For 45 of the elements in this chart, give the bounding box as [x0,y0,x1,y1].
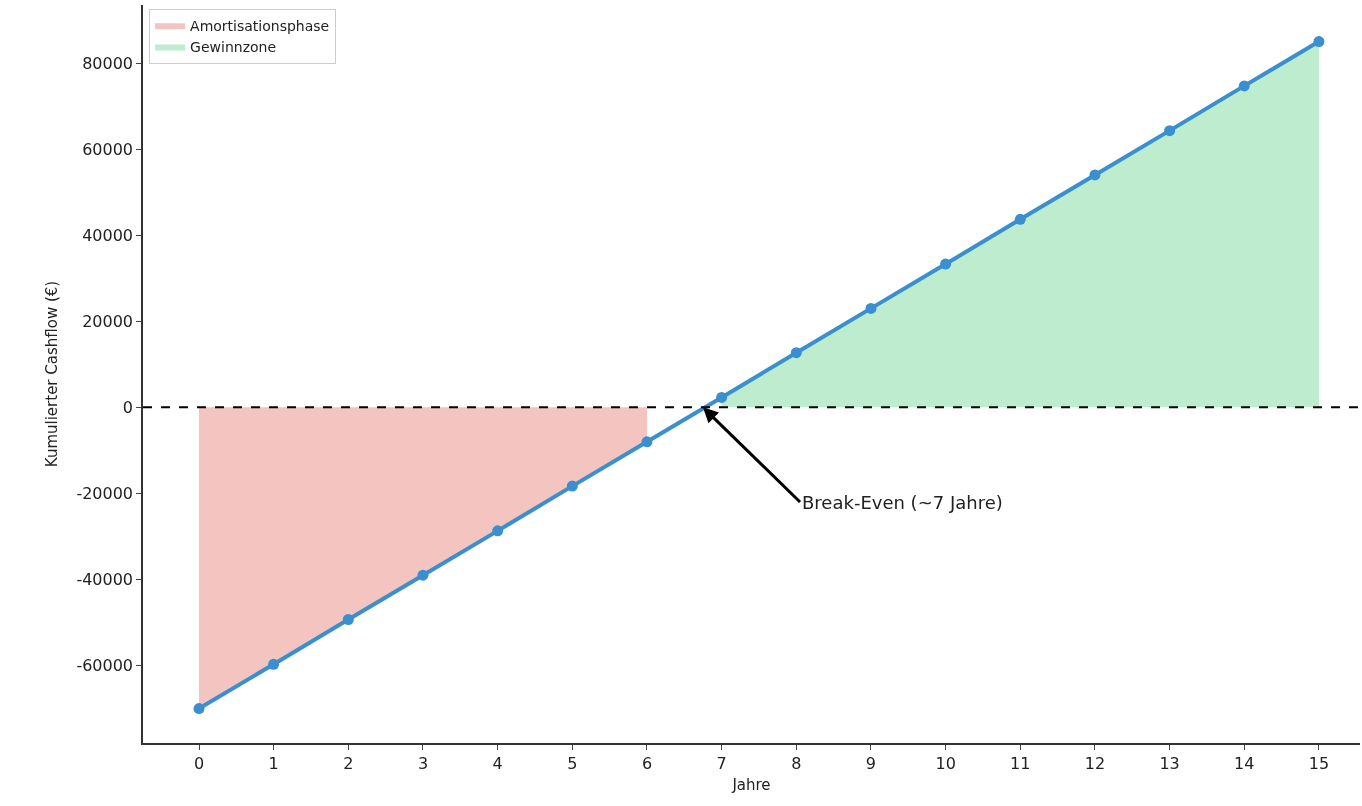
point [1164,125,1176,137]
x-tick-label: 15 [1308,753,1330,773]
y-tick-label: -40000 [76,570,134,590]
point [193,703,205,715]
x-tick-label: 14 [1234,753,1255,773]
point [566,480,578,492]
y-tick-label: 40000 [82,225,134,245]
point [1089,169,1101,181]
y-tick-label: -60000 [76,656,134,676]
x-tick-label: 6 [641,753,653,773]
point [716,391,728,403]
x-tick-label: 3 [417,753,429,773]
point [641,436,653,448]
point [1313,36,1325,48]
legend-label: Gewinnzone [190,38,277,55]
y-tick-label: 0 [122,397,134,417]
x-tick-label: 5 [567,753,578,773]
x-tick-label: 4 [492,753,503,773]
x-tick-label: 0 [193,753,205,773]
point [342,614,354,625]
point [268,658,280,670]
x-tick-label: 8 [791,753,802,773]
y-axis-title: Kumulierter Cashflow (€) [43,280,62,468]
x-tick-label: 13 [1159,753,1180,773]
x-tick-label: 10 [935,753,956,773]
point [1014,213,1026,225]
point [865,302,877,314]
x-tick-label: 11 [1010,753,1031,773]
x-tick-label: 7 [716,753,727,773]
x-axis-title: Jahre [731,776,771,795]
y-tick-label: 20000 [82,311,134,331]
point [790,347,802,359]
y-tick-label: 60000 [82,139,134,159]
x-tick-label: 2 [343,753,354,773]
point [492,525,504,537]
annotation: Break-Even (~7 Jahre) [802,492,1003,513]
point [940,258,952,270]
point [417,569,429,581]
x-tick-label: 1 [268,753,279,773]
x-tick-label: 9 [865,753,877,773]
y-tick-label: 80000 [82,53,134,73]
y-tick-label: -20000 [76,484,134,504]
point [1238,80,1250,92]
x-tick-label: 12 [1084,753,1106,773]
legend-label: Amortisationsphase [190,17,330,34]
